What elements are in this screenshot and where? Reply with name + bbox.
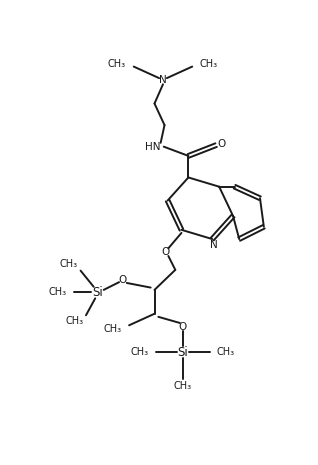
Text: CH₃: CH₃ <box>108 59 126 69</box>
Text: HN: HN <box>145 142 161 152</box>
Text: Si: Si <box>178 346 188 359</box>
Text: CH₃: CH₃ <box>66 317 84 326</box>
Text: CH₃: CH₃ <box>59 259 78 270</box>
Text: N: N <box>159 75 167 86</box>
Text: CH₃: CH₃ <box>174 381 192 391</box>
Text: O: O <box>218 139 225 149</box>
Text: O: O <box>119 275 127 285</box>
Text: N: N <box>210 240 218 250</box>
Text: CH₃: CH₃ <box>200 59 218 69</box>
Text: Si: Si <box>92 286 103 299</box>
Text: CH₃: CH₃ <box>49 287 67 297</box>
Text: CH₃: CH₃ <box>217 347 235 357</box>
Text: CH₃: CH₃ <box>131 347 149 357</box>
Text: CH₃: CH₃ <box>103 324 121 334</box>
Text: O: O <box>161 247 169 257</box>
Text: O: O <box>179 322 187 332</box>
